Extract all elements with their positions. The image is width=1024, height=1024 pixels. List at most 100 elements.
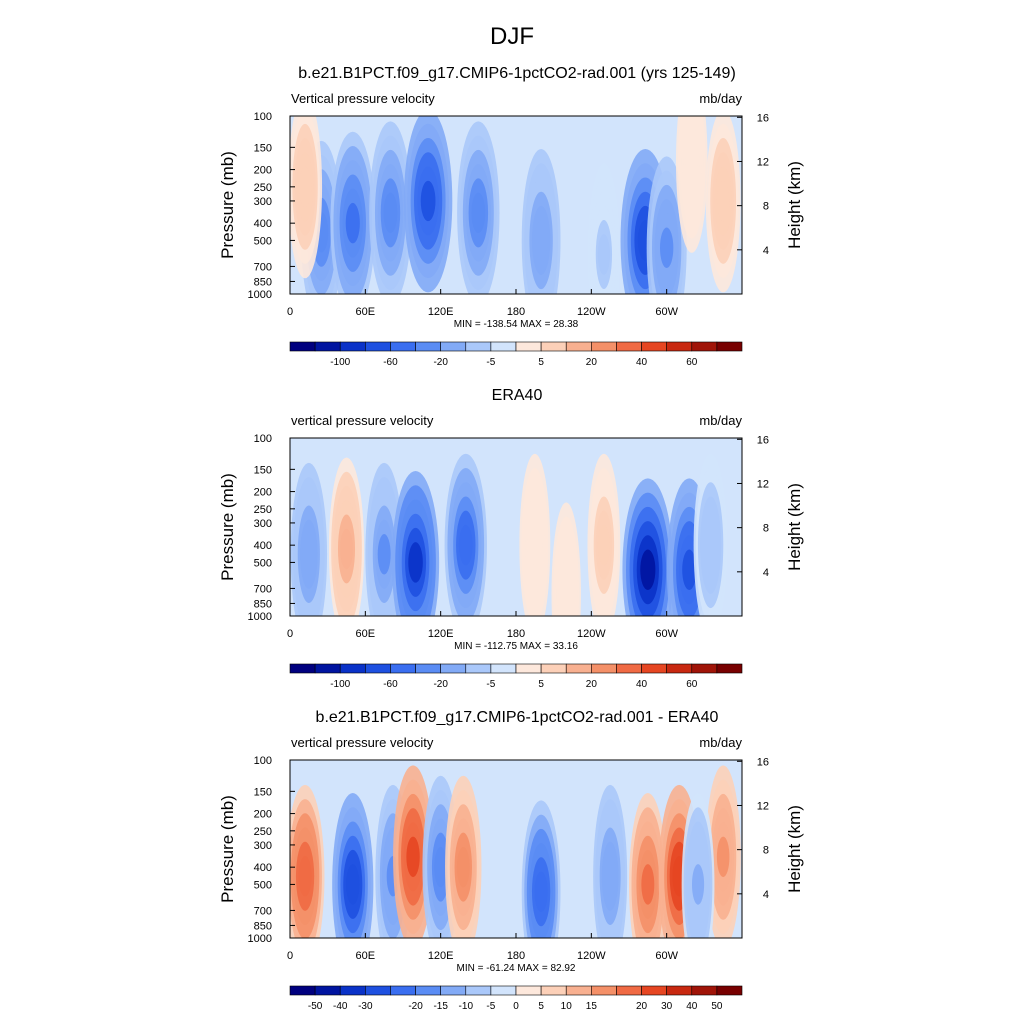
colorbar-segment [540,663,567,674]
field-feature-12 [691,864,705,905]
colorbar-segment [390,663,416,674]
y-tick-label: 300 [254,840,272,852]
x-tick-label: 120W [577,628,606,640]
colorbar-segment [314,663,341,674]
colorbar-segment [565,663,592,674]
colorbar-label: 20 [586,357,598,368]
colorbar-segment [339,341,366,352]
colorbar-label: -5 [486,679,495,690]
colorbar-label: 50 [711,1001,723,1012]
height-tick-label: 16 [757,756,769,768]
colorbar-segment [565,985,592,996]
height-axis-title: Height (km) [785,161,804,249]
x-tick-label: 180 [507,950,525,962]
y-axis-title: Pressure (mb) [218,795,237,903]
variable-label: vertical pressure velocity [291,735,434,750]
y-tick-label: 150 [254,464,272,476]
field-feature-7 [534,871,548,913]
panel-1: b.e21.B1PCT.f09_g17.CMIP6-1pctCO2-rad.00… [218,65,804,368]
colorbar-segment [339,985,366,996]
colorbar-segment [515,341,542,352]
y-tick-label: 400 [254,540,272,552]
units-label: mb/day [699,91,742,106]
colorbar-segment [616,341,642,352]
colorbar-segment [365,341,391,352]
x-tick-label: 0 [287,950,293,962]
colorbar-segment [339,663,366,674]
colorbar-segment [641,985,667,996]
panel-title: b.e21.B1PCT.f09_g17.CMIP6-1pctCO2-rad.00… [316,709,719,726]
colorbar-label: 0 [513,1001,519,1012]
y-tick-label: 300 [254,518,272,530]
colorbar-label: -60 [383,357,398,368]
field-feature-6 [456,846,470,888]
field-feature-12 [685,141,698,182]
x-tick-label: 60W [655,306,678,318]
colorbar-label: -40 [333,1001,348,1012]
colorbar-segment [666,663,693,674]
colorbar-label: 40 [636,357,648,368]
y-tick-label: 200 [254,487,272,499]
colorbar-label: 10 [561,1001,573,1012]
field-feature-10 [298,166,312,208]
field-feature-2 [346,864,360,905]
field-feature-7 [597,524,610,566]
colorbar-label: 60 [686,679,698,690]
colorbar-label: 5 [538,357,544,368]
field-feature-3 [383,192,398,234]
y-tick-label: 150 [254,142,272,154]
colorbar-segment [515,985,542,996]
y-tick-label: 100 [254,433,272,445]
field-feature-4 [408,542,423,583]
units-label: mb/day [699,735,742,750]
colorbar-segment [415,985,441,996]
x-tick-label: 60W [655,950,678,962]
x-tick-label: 120W [577,306,606,318]
field-feature-11 [560,573,573,615]
x-tick-label: 120E [428,306,454,318]
colorbar-segment [440,341,467,352]
colorbar-segment [289,341,316,352]
colorbar-label: -20 [408,1001,423,1012]
height-tick-label: 12 [757,478,769,490]
y-tick-label: 250 [254,504,272,516]
field-feature-9 [682,549,697,591]
field-feature-9 [641,864,655,905]
colorbar-segment [716,985,743,996]
y-axis-title: Pressure (mb) [218,473,237,581]
colorbar-segment [365,985,391,996]
colorbar-segment [540,985,567,996]
colorbar-segment [390,341,416,352]
figure-title: DJF [490,23,534,50]
colorbar-label: -5 [486,1001,495,1012]
colorbar-label: -60 [383,679,398,690]
height-tick-label: 8 [763,845,769,857]
y-tick-label: 400 [254,862,272,874]
field-feature-2 [345,202,360,244]
colorbar-segment [289,985,316,996]
field-feature-8 [640,549,656,591]
colorbar-segment [314,341,341,352]
colorbar-segment [490,985,517,996]
y-tick-label: 250 [254,182,272,194]
min-max-label: MIN = -112.75 MAX = 33.16 [454,641,578,652]
field-feature-10 [704,524,717,566]
y-tick-label: 850 [254,276,272,288]
field-feature-4 [406,836,420,878]
field-feature-3 [377,534,391,575]
contour-field [290,116,741,294]
y-tick-label: 850 [254,920,272,932]
colorbar-label: -50 [308,1001,323,1012]
colorbar-segment [289,663,316,674]
y-tick-label: 150 [254,786,272,798]
colorbar-label: 15 [586,1001,598,1012]
contour-field [290,765,741,938]
colorbar-label: -15 [433,1001,448,1012]
colorbar-segment [465,663,492,674]
colorbar-segment [641,341,667,352]
colorbar-segment [591,663,617,674]
y-tick-label: 400 [254,218,272,230]
y-tick-label: 1000 [248,933,272,945]
colorbar-segment [691,985,718,996]
height-tick-label: 8 [763,523,769,535]
